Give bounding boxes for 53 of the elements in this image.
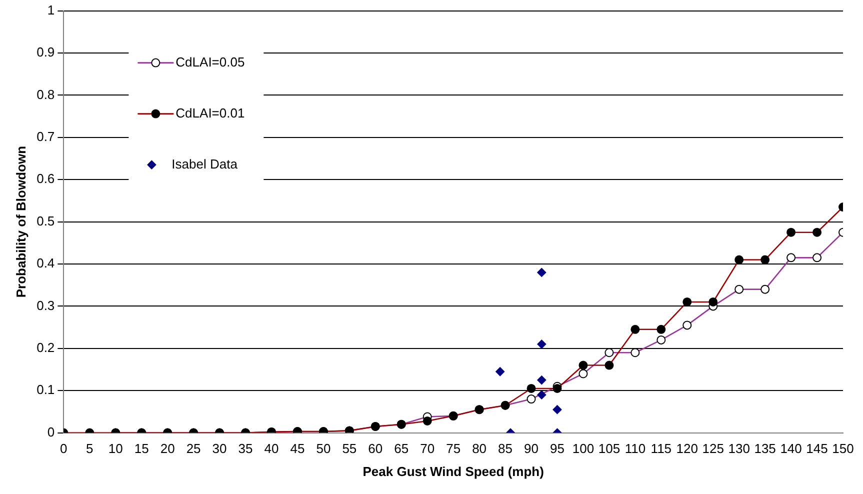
x-tick-label: 80 <box>472 441 487 456</box>
x-tick-label: 105 <box>598 441 620 456</box>
y-tick-label: 0.6 <box>36 171 55 186</box>
x-tick-label: 95 <box>550 441 564 456</box>
point <box>537 390 546 400</box>
x-tick-label: 100 <box>572 441 594 456</box>
x-tick-label: 50 <box>316 441 331 456</box>
x-tick-label: 20 <box>160 441 175 456</box>
x-tick-label: 5 <box>86 441 94 456</box>
y-tick-label: 0.1 <box>36 382 55 398</box>
x-tick-label: 40 <box>264 441 279 456</box>
point <box>537 268 546 277</box>
x-tick-label: 55 <box>342 441 357 456</box>
x-tick-label: 0 <box>60 441 68 456</box>
x-tick-label: 125 <box>702 441 724 456</box>
point <box>496 367 505 376</box>
x-tick-label: 150 <box>832 441 854 456</box>
x-tick-label: 110 <box>624 441 646 456</box>
y-tick-label: 0.4 <box>36 256 55 271</box>
x-tick-label: 135 <box>754 441 776 456</box>
y-tick-label: 1 <box>47 2 55 18</box>
x-tick-label: 145 <box>806 441 828 456</box>
x-tick-label: 70 <box>420 441 435 456</box>
y-tick-label: 0.7 <box>36 128 55 144</box>
point <box>537 340 546 349</box>
x-tick-label: 65 <box>394 441 409 456</box>
x-tick-label: 85 <box>498 441 513 456</box>
y-tick-label: 0 <box>47 424 55 440</box>
y-tick-label: 0.8 <box>36 86 55 102</box>
x-tick-label: 15 <box>134 441 149 456</box>
point <box>537 376 546 385</box>
x-axis-title: Peak Gust Wind Speed (mph) <box>362 464 544 479</box>
x-tick-label: 10 <box>108 441 123 456</box>
x-tick-label: 130 <box>728 441 750 456</box>
x-tick-label: 60 <box>368 441 383 456</box>
x-tick-label: 45 <box>290 441 305 456</box>
legend-label: CdLAI=0.01 <box>176 105 245 120</box>
y-axis-title: Probability of Blowdown <box>13 146 28 298</box>
legend-label: Isabel Data <box>172 156 238 172</box>
point <box>552 405 562 414</box>
x-tick-label: 140 <box>780 441 802 456</box>
x-tick-label: 75 <box>446 441 461 456</box>
x-tick-label: 115 <box>650 441 672 456</box>
x-tick-label: 25 <box>186 441 201 456</box>
x-tick-label: 30 <box>212 441 227 456</box>
y-tick-label: 0.3 <box>36 298 55 313</box>
legend-label: CdLAI=0.05 <box>176 54 245 70</box>
y-tick-label: 0.9 <box>36 44 55 60</box>
x-tick-label: 120 <box>676 441 698 456</box>
y-tick-label: 0.5 <box>36 213 55 228</box>
x-tick-label: 35 <box>238 441 253 456</box>
y-tick-label: 0.2 <box>36 340 55 355</box>
x-tick-label: 90 <box>524 441 539 456</box>
